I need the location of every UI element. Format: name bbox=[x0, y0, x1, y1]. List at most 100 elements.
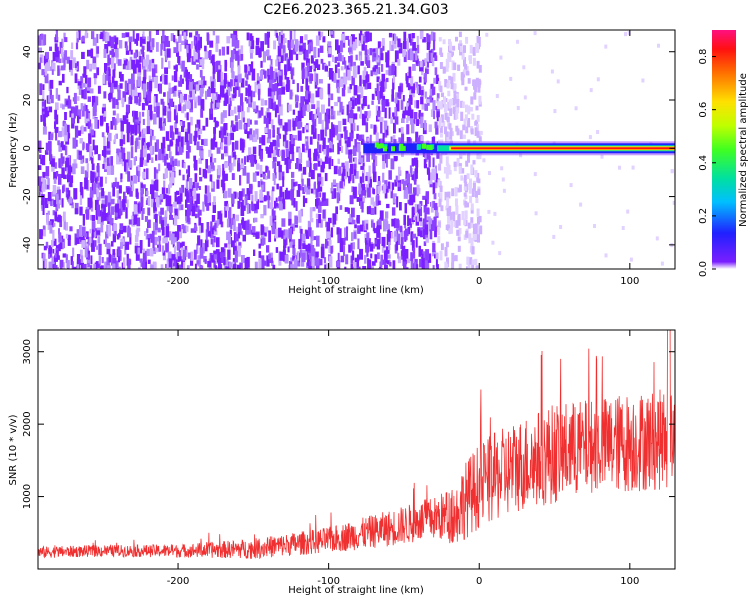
noise-cell bbox=[281, 200, 286, 210]
noise-cell bbox=[290, 144, 294, 154]
noise-cell bbox=[465, 104, 468, 113]
noise-cell bbox=[461, 50, 465, 60]
noise-cell bbox=[415, 167, 418, 179]
noise-cell bbox=[467, 154, 470, 163]
noise-cell bbox=[248, 152, 252, 161]
noise-cell bbox=[339, 78, 343, 88]
noise-cell bbox=[465, 65, 469, 71]
noise-cell bbox=[375, 57, 380, 63]
noise-cell bbox=[199, 176, 203, 182]
noise-cell bbox=[180, 136, 184, 149]
noise-cell bbox=[383, 120, 388, 130]
noise-cell bbox=[80, 158, 84, 164]
noise-cell bbox=[51, 94, 54, 104]
noise-cell bbox=[411, 122, 415, 134]
noise-cell bbox=[49, 46, 52, 51]
noise-cell bbox=[306, 71, 310, 82]
noise-cell bbox=[130, 124, 135, 134]
noise-cell bbox=[248, 71, 251, 76]
noise-cell bbox=[58, 199, 62, 205]
noise-cell bbox=[424, 73, 427, 83]
noise-cell bbox=[451, 51, 454, 56]
noise-cell bbox=[458, 184, 462, 192]
noise-cell bbox=[116, 113, 120, 124]
noise-cell bbox=[390, 232, 394, 239]
noise-cell bbox=[243, 220, 247, 230]
noise-cell bbox=[157, 195, 162, 205]
noise-cell bbox=[281, 40, 286, 50]
noise-cell bbox=[189, 186, 193, 198]
noise-cell bbox=[387, 50, 390, 61]
noise-cell bbox=[259, 70, 264, 80]
noise-cell bbox=[305, 90, 308, 100]
noise-cell bbox=[66, 124, 70, 137]
noise-cell bbox=[411, 240, 415, 251]
noise-cell bbox=[171, 75, 174, 81]
noise-cell bbox=[387, 254, 391, 259]
noise-cell bbox=[396, 196, 399, 208]
noise-cell bbox=[340, 55, 344, 62]
noise-cell bbox=[269, 252, 273, 258]
noise-cell bbox=[303, 67, 308, 78]
noise-cell bbox=[204, 50, 209, 60]
noise-cell bbox=[498, 251, 502, 256]
noise-cell bbox=[397, 58, 401, 66]
noise-cell bbox=[42, 171, 46, 178]
noise-cell bbox=[91, 31, 95, 40]
noise-cell bbox=[117, 85, 120, 92]
noise-cell bbox=[384, 218, 388, 225]
noise-cell bbox=[418, 110, 421, 119]
noise-cell bbox=[457, 64, 461, 71]
noise-cell bbox=[258, 251, 262, 258]
noise-cell bbox=[224, 201, 228, 207]
noise-cell bbox=[274, 162, 277, 174]
noise-cell bbox=[434, 67, 438, 76]
noise-cell bbox=[234, 233, 239, 242]
noise-cell bbox=[212, 31, 216, 36]
noise-cell bbox=[316, 100, 320, 112]
noise-cell bbox=[416, 85, 419, 94]
noise-cell bbox=[89, 197, 93, 208]
noise-cell bbox=[309, 73, 314, 81]
noise-cell bbox=[186, 112, 189, 121]
noise-cell bbox=[269, 257, 273, 264]
noise-cell bbox=[186, 265, 190, 269]
noise-cell bbox=[280, 34, 283, 44]
noise-cell bbox=[163, 180, 166, 188]
noise-cell bbox=[122, 153, 126, 162]
noise-cell bbox=[318, 214, 321, 224]
noise-cell bbox=[452, 106, 456, 112]
noise-cell bbox=[414, 258, 418, 269]
noise-cell bbox=[162, 136, 166, 149]
noise-cell bbox=[97, 182, 100, 190]
noise-cell bbox=[210, 153, 213, 164]
noise-cell bbox=[222, 170, 226, 182]
noise-cell bbox=[292, 44, 297, 55]
noise-cell bbox=[448, 123, 452, 130]
noise-cell bbox=[133, 157, 136, 166]
noise-cell bbox=[324, 127, 327, 137]
noise-cell bbox=[387, 181, 391, 189]
noise-cell bbox=[69, 110, 72, 118]
noise-cell bbox=[169, 212, 172, 219]
noise-cell bbox=[116, 102, 119, 110]
noise-cell bbox=[418, 76, 422, 83]
noise-cell bbox=[362, 70, 366, 80]
noise-cell bbox=[215, 43, 219, 53]
noise-cell bbox=[97, 85, 101, 94]
noise-cell bbox=[65, 157, 70, 168]
noise-cell bbox=[467, 105, 471, 115]
noise-cell bbox=[324, 115, 329, 122]
noise-cell bbox=[194, 213, 198, 219]
noise-cell bbox=[405, 187, 408, 197]
noise-cell bbox=[185, 199, 188, 208]
noise-cell bbox=[170, 233, 175, 245]
noise-cell bbox=[550, 69, 554, 74]
noise-cell bbox=[218, 65, 221, 70]
noise-cell bbox=[312, 207, 316, 212]
noise-cell bbox=[433, 77, 437, 84]
noise-cell bbox=[467, 118, 471, 128]
noise-cell bbox=[406, 38, 409, 51]
noise-cell bbox=[60, 141, 64, 148]
noise-cell bbox=[210, 102, 213, 114]
